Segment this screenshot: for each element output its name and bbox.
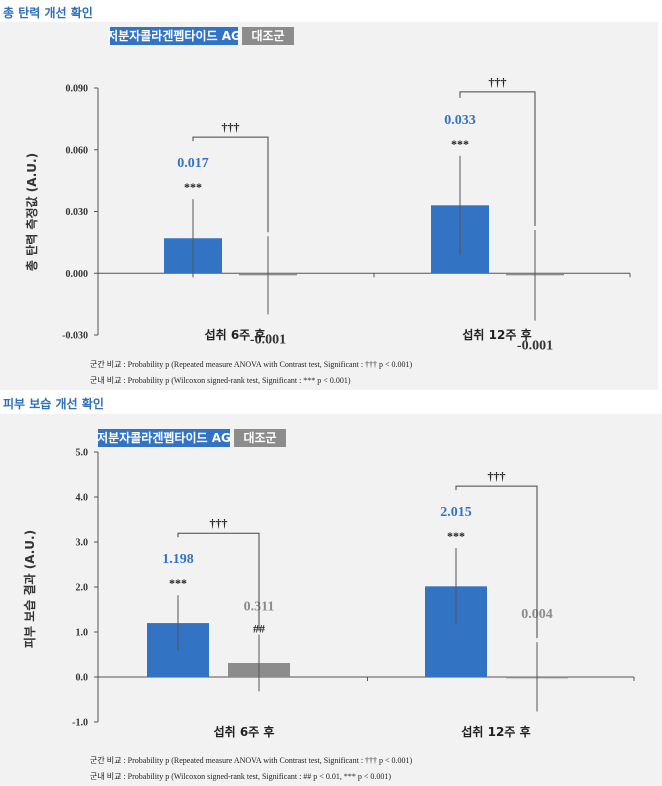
value-label-treatment: 1.198 (162, 552, 194, 567)
note-within-group: 군내 비교 : Probability p (Wilcoxon signed-r… (90, 772, 391, 781)
legend-label-control: 대조군 (251, 29, 284, 43)
x-category-label: 섭취 12주 후 (461, 724, 530, 739)
value-label-control: -0.001 (517, 339, 553, 354)
bracket (192, 136, 269, 233)
y-tick-label: 0.000 (66, 269, 89, 280)
y-tick-label: 0.030 (66, 207, 89, 218)
legend-swatch-control (234, 429, 286, 447)
bracket (177, 532, 260, 631)
y-tick-label: 3.0 (76, 538, 89, 549)
value-label-control: -0.001 (250, 332, 286, 347)
value-label-treatment: 0.033 (444, 113, 476, 128)
note-within-group: 군내 비교 : Probability p (Wilcoxon signed-r… (90, 376, 351, 385)
x-category-label: 섭취 12주 후 (462, 327, 531, 342)
between-group-significance: ††† (210, 516, 228, 530)
x-category-label: 섭취 6주 후 (214, 724, 275, 739)
x-category-label: 섭취 6주 후 (205, 327, 266, 342)
elasticity-chart: 저분자콜라겐펩타이드 AG 대조군 -0.030 0.000 0.030 0.060 0.0… (24, 27, 631, 354)
y-tick-label: 1.0 (76, 628, 89, 639)
bracket (455, 485, 538, 639)
panel-moisture: 저분자콜라겐펩타이드 AG 대조군 -1.0 0.0 1.0 2.0 3.0 4.0 5.0 피부… (0, 414, 662, 786)
significance-mark: *** (451, 137, 469, 151)
y-axis-label: 피부 보습 결과 (A.U.) (22, 530, 37, 648)
legend-swatch-control (242, 27, 294, 45)
significance-mark: *** (169, 576, 187, 590)
section-title-moisture: 피부 보습 개선 확인 (3, 397, 104, 411)
legend-swatch-treatment (110, 27, 238, 45)
section-title-elasticity: 총 탄력 개선 확인 (3, 6, 93, 20)
legend-label-treatment: 저분자콜라겐펩타이드 AG (97, 430, 231, 445)
significance-mark: *** (184, 180, 202, 194)
y-tick-label: 0.090 (66, 84, 89, 95)
y-tick-label: 0.060 (66, 145, 89, 156)
y-tick-label: 2.0 (76, 583, 89, 594)
y-axis-label: 총 탄력 측정값 (A.U.) (24, 153, 39, 271)
bracket (459, 91, 536, 227)
y-tick-label: 5.0 (76, 448, 89, 459)
legend-label-treatment: 저분자콜라겐펩타이드 AG (107, 28, 241, 43)
y-tick-label: 4.0 (76, 493, 89, 504)
legend-swatch-treatment (98, 429, 230, 447)
note-between-group: 군간 비교 : Probability p (Repeated measure … (90, 360, 413, 369)
legend-label-control: 대조군 (243, 431, 276, 445)
y-tick-label: 0.0 (76, 673, 89, 684)
note-between-group: 군간 비교 : Probability p (Repeated measure … (90, 756, 413, 765)
value-label-treatment: 0.017 (177, 156, 209, 171)
y-tick-label: -0.030 (62, 331, 88, 342)
between-group-significance: ††† (488, 469, 506, 483)
moisture-chart: 저분자콜라겐펩타이드 AG 대조군 -1.0 0.0 1.0 2.0 3.0 4.0 5.0 피부… (22, 429, 635, 739)
between-group-significance: ††† (222, 120, 240, 134)
y-tick-label: -1.0 (72, 718, 88, 729)
significance-mark: *** (447, 529, 465, 543)
value-label-treatment: 2.015 (440, 505, 472, 520)
panel-elasticity: 저분자콜라겐펩타이드 AG 대조군 -0.030 0.000 0.030 0.060 0.0… (0, 22, 658, 390)
between-group-significance: ††† (489, 75, 507, 89)
